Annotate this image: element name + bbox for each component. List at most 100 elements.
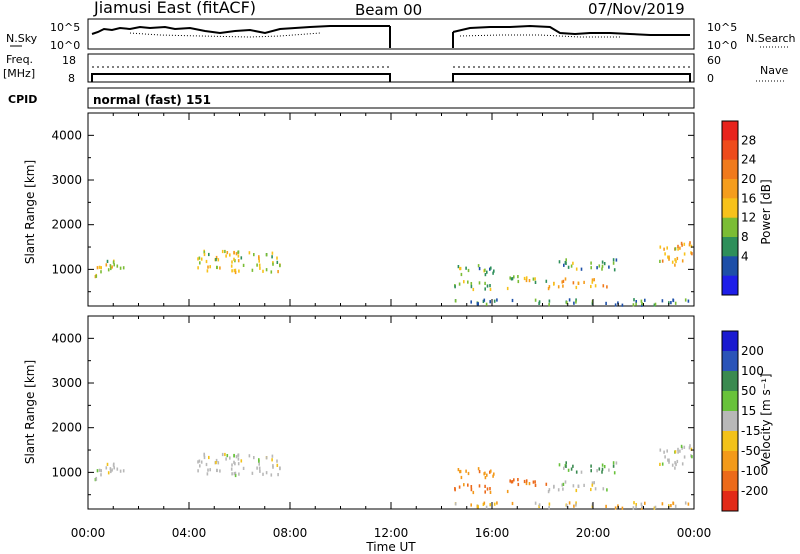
data-cell [96,469,99,473]
data-cell [234,462,236,466]
data-cell [484,273,487,277]
colorbar-swatch [722,179,738,199]
data-cell [486,487,489,491]
data-cell [590,464,592,468]
data-cell [548,488,551,492]
data-cell [486,270,488,274]
velocity-panel-frame [87,315,695,510]
colorbar-tick-label: 20 [741,172,756,186]
data-cell [98,265,101,269]
data-cell [680,241,683,245]
data-cell [676,256,679,261]
colorbar-tick-label: 50 [741,384,756,398]
data-cell [237,254,240,258]
colorbar-tick-label: -200 [741,484,768,498]
data-cell [677,244,679,248]
data-cell [272,465,274,469]
data-cell [675,462,677,467]
data-cell [602,284,605,288]
data-cell [525,276,528,280]
data-cell [593,481,595,485]
data-cell [614,506,617,510]
cpid-value: normal (fast) 151 [93,93,211,107]
data-cell [668,257,670,261]
data-cell [237,453,239,457]
data-cell [470,282,473,286]
data-cell [116,467,119,471]
data-cell [659,259,661,263]
data-cell [197,257,199,261]
data-cell [234,268,237,272]
data-cell [110,266,112,271]
colorbar-tick-label: 15 [741,404,756,418]
data-cell [109,467,112,471]
y-tick-label: 4000 [51,331,82,345]
data-cell [272,262,274,266]
data-cell [233,250,235,255]
data-cell [100,469,102,473]
data-cell [580,267,583,271]
data-cell [691,455,693,459]
data-cell [484,490,486,494]
data-cell [561,483,563,487]
x-tick-label: 00:00 [71,526,106,540]
y-tick-label: 4000 [51,128,82,142]
data-cell [591,280,594,284]
data-cell [547,490,550,494]
velocity-heatmap-panel: 1000 2000 3000 4000 [51,315,695,510]
data-cell [565,258,567,262]
y-tick-label: 2000 [51,421,82,435]
nsky-trace-1 [91,25,390,35]
data-cell [509,276,511,280]
data-cell [112,463,115,467]
data-cell [679,449,681,453]
data-cell [256,263,258,267]
data-cell [525,479,528,483]
data-cell [566,301,568,305]
data-cell [485,302,488,306]
y-tick-label: 1000 [51,465,82,479]
data-cell [661,259,664,263]
data-cell [517,275,519,279]
data-cell [234,270,237,275]
data-cell [594,284,597,288]
data-cell [489,267,491,271]
data-cell [199,261,201,265]
data-cell [119,469,122,473]
data-cell [230,264,233,268]
data-cell [217,258,220,262]
data-cell [591,504,594,508]
data-cell [219,266,221,270]
data-cell [482,299,485,303]
data-cell [562,482,565,486]
data-cell [460,475,463,480]
data-cell [197,469,199,473]
data-cell [200,257,203,261]
data-cell [95,274,98,278]
data-cell [251,268,254,272]
data-cell [95,477,98,481]
data-cell [465,266,467,270]
data-cell [240,256,243,260]
data-cell [240,459,243,463]
data-cell [219,469,221,473]
freq-tick-bottom: 8 [68,72,75,85]
data-cell [215,258,217,262]
data-cell [492,474,494,478]
data-cell [590,266,592,270]
data-cell [672,298,675,303]
data-cell [472,490,475,495]
data-cell [683,252,686,256]
data-cell [226,454,229,458]
data-cell [470,488,473,492]
data-cell [216,468,218,472]
data-cell [248,454,251,458]
data-cell [490,266,492,270]
data-cell [635,503,637,507]
colorbar-swatch [722,371,738,392]
data-cell [253,253,255,257]
freq-trace-1 [91,73,391,82]
y-tick-label: 1000 [51,262,82,276]
data-cell [100,270,102,274]
data-cell [654,302,657,306]
